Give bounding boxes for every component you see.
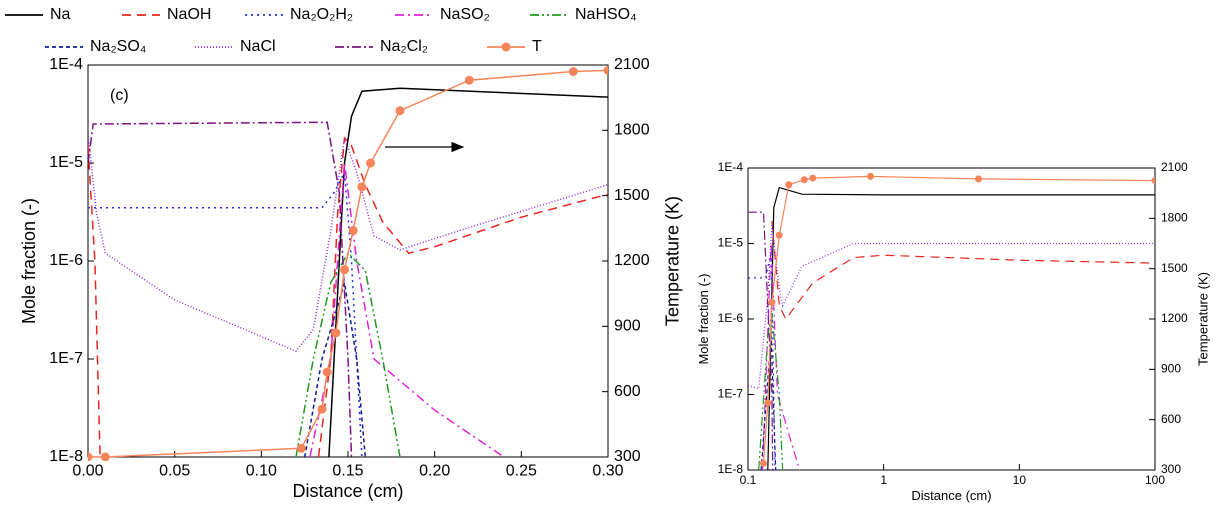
series-line <box>303 282 367 458</box>
legend-label: NaSO₂ <box>440 6 490 23</box>
series-line <box>88 69 608 458</box>
y2-tick-label: 900 <box>614 318 641 335</box>
series-marker <box>348 226 358 236</box>
series-marker <box>296 443 306 453</box>
x-tick-label: 0.20 <box>419 463 450 480</box>
series-marker <box>568 67 578 77</box>
series-marker <box>100 452 110 461</box>
series-marker <box>340 265 350 275</box>
series-marker <box>395 106 405 116</box>
annotation: (c) <box>110 87 129 104</box>
x-tick-label: 0.1 <box>740 473 757 487</box>
y-tick-label: 1E-6 <box>49 252 83 269</box>
x-tick-label: 100 <box>1145 473 1165 487</box>
series-marker <box>974 175 982 183</box>
y2-tick-label: 1200 <box>614 252 650 269</box>
series-marker <box>759 459 767 467</box>
y-tick-label: 1E-8 <box>49 448 83 465</box>
y-tick-label: 1E-6 <box>718 311 744 325</box>
y2-tick-label: 300 <box>1161 462 1181 476</box>
legend-label: Na₂Cl₂ <box>380 38 428 55</box>
y-tick-label: 1E-7 <box>718 387 744 401</box>
series-marker <box>809 174 817 182</box>
series-marker <box>331 328 341 338</box>
y-tick-label: 1E-5 <box>718 236 744 250</box>
legend-label: NaCl <box>240 38 276 55</box>
x-tick-label: 10 <box>1013 473 1027 487</box>
plot-lines <box>748 172 1155 471</box>
series-marker <box>785 181 793 189</box>
y2-tick-label: 300 <box>614 448 641 465</box>
x-tick-label: 0.30 <box>592 463 623 480</box>
x-tick-label: 0.05 <box>159 463 190 480</box>
legend-label: T <box>532 38 542 55</box>
y-tick-label: 1E-7 <box>49 350 83 367</box>
legend-label: Na₂O₂H₂ <box>290 6 353 23</box>
series-line <box>771 220 1155 321</box>
series-marker <box>322 367 332 377</box>
series-marker <box>317 404 327 414</box>
y2-tick-label: 1200 <box>1161 311 1188 325</box>
series-line <box>88 169 363 458</box>
legend-label: NaOH <box>167 6 211 23</box>
y-axis-title: Mole fraction (-) <box>696 273 711 364</box>
y-tick-label: 1E-5 <box>49 154 83 171</box>
y2-axis-title: Temperature (K) <box>1196 272 1211 366</box>
legend-label: Na₂SO₄ <box>90 38 146 55</box>
series-marker <box>464 75 474 85</box>
series-marker <box>366 158 376 168</box>
x-tick-label: 1 <box>880 473 887 487</box>
y-tick-label: 1E-4 <box>718 160 744 174</box>
series-marker <box>1151 177 1155 185</box>
series-line <box>762 175 1155 464</box>
x-tick-label: 0.00 <box>72 463 103 480</box>
series-marker <box>764 399 772 407</box>
series-marker <box>775 231 783 239</box>
legend-marker <box>501 42 511 52</box>
series-line <box>328 87 608 458</box>
x-axis-title: Distance (cm) <box>292 481 403 501</box>
x-axis-title: Distance (cm) <box>911 488 991 503</box>
y2-tick-label: 1500 <box>614 187 650 204</box>
y2-tick-label: 2100 <box>614 56 650 73</box>
y2-tick-label: 900 <box>1161 362 1181 376</box>
series-line <box>748 211 774 471</box>
plot-frame <box>87 64 609 458</box>
x-tick-label: 0.10 <box>246 463 277 480</box>
series-marker <box>357 182 367 192</box>
series-line <box>767 186 1155 471</box>
series-line <box>88 121 353 458</box>
legend-label: Na <box>50 6 71 23</box>
plot-lines <box>88 65 608 461</box>
y2-tick-label: 1800 <box>614 122 650 139</box>
y2-tick-label: 1800 <box>1161 211 1188 225</box>
y-tick-label: 1E-8 <box>718 462 744 476</box>
series-marker <box>603 65 608 75</box>
series-marker <box>768 298 776 306</box>
legend-label: NaHSO₄ <box>575 6 637 23</box>
y2-tick-label: 2100 <box>1161 160 1188 174</box>
y-tick-label: 1E-4 <box>49 56 83 73</box>
plot-frame <box>747 167 1156 471</box>
y2-axis-title: Temperature (K) <box>662 196 682 326</box>
x-tick-label: 0.25 <box>506 463 537 480</box>
x-tick-label: 0.15 <box>332 463 363 480</box>
series-line <box>748 224 1155 390</box>
series-line <box>88 136 608 458</box>
series-marker <box>867 172 875 180</box>
series-marker <box>88 452 93 461</box>
series-marker <box>800 176 808 184</box>
y-axis-title: Mole fraction (-) <box>19 198 39 324</box>
series-line <box>761 243 801 471</box>
series-line <box>88 133 608 353</box>
y2-tick-label: 600 <box>614 383 641 400</box>
series-line <box>295 251 401 458</box>
y2-tick-label: 600 <box>1161 412 1181 426</box>
y2-tick-label: 1500 <box>1161 261 1188 275</box>
